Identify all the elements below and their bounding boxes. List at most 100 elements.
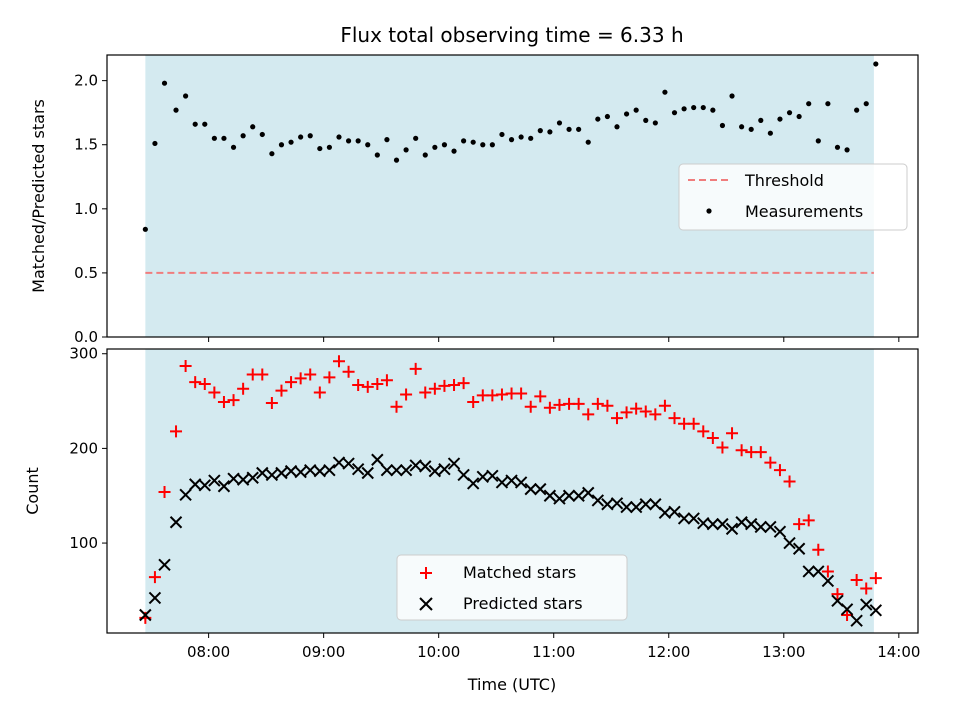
predicted-star-point [773, 525, 787, 538]
measurement-point [355, 138, 361, 144]
measurement-point [691, 104, 697, 111]
matched-star-point [869, 572, 882, 585]
legend-predicted-swatch [419, 597, 433, 611]
predicted-star-point [294, 465, 307, 479]
matched-star-point [802, 514, 815, 527]
matched-star-point [198, 378, 211, 391]
matched-star-point [467, 396, 480, 409]
measurement-point [595, 116, 601, 122]
measurement-point [317, 145, 323, 152]
predicted-star-point [629, 500, 643, 514]
predicted-star-point [572, 489, 585, 502]
predicted-star-point [687, 512, 700, 525]
x-axis-label: Time (UTC) [467, 675, 556, 694]
top-y-tick-label: 0.5 [74, 264, 98, 282]
top-ticks: 0.0 0.5 1.0 1.5 2.0 [74, 72, 900, 346]
predicted-star-point [821, 574, 835, 588]
predicted-star-point [754, 520, 767, 534]
bottom-y-tick-label: 200 [69, 439, 98, 457]
predicted-star-point [812, 565, 825, 578]
predicted-star-point [840, 603, 854, 616]
top-y-axis-label: Matched/Predicted stars [29, 99, 48, 293]
matched-star-point [323, 371, 336, 384]
matched-star-point [227, 394, 240, 407]
matched-star-point [773, 464, 786, 477]
x-tick-label: 14:00 [877, 643, 920, 661]
matched-star-point [304, 368, 317, 381]
matched-star-point [380, 374, 393, 387]
matched-star-point [419, 386, 432, 399]
predicted-star-point [639, 498, 652, 511]
predicted-star-point [236, 473, 250, 486]
matched-star-point [256, 368, 269, 381]
legend-matched-swatch [420, 567, 432, 579]
measurement-point [767, 130, 773, 136]
predicted-star-point [534, 482, 547, 496]
measurement-point [633, 107, 639, 113]
predicted-star-point [361, 466, 374, 480]
matched-star-point [217, 396, 230, 409]
predicted-star-point [217, 480, 231, 493]
predicted-star-point [860, 598, 873, 611]
matched-star-point [639, 405, 652, 418]
predicted-star-point [466, 477, 480, 490]
matched-star-point [237, 382, 250, 395]
measurement-point [786, 110, 793, 116]
predicted-star-point [208, 474, 221, 487]
measurement-point [288, 139, 294, 145]
matched-star-point [543, 401, 556, 414]
predicted-star-point [562, 489, 576, 502]
measurement-point [221, 135, 227, 141]
measurement-point [173, 107, 179, 113]
predicted-star-point [139, 608, 152, 622]
measurement-point [662, 89, 668, 95]
predicted-star-point [792, 542, 806, 555]
predicted-star-point [802, 565, 815, 578]
x-tick-label: 09:00 [302, 643, 345, 661]
predicted-star-point [275, 466, 288, 480]
predicted-star-point [486, 469, 499, 483]
legend-measurements-label: Measurements [745, 202, 863, 221]
measurement-point [834, 144, 841, 150]
predicted-star-point [390, 463, 403, 477]
matched-star-point [400, 388, 413, 401]
matched-star-point [687, 417, 700, 430]
measurement-point [576, 126, 582, 132]
predicted-star-point [869, 604, 883, 617]
legend-threshold-label: Threshold [744, 171, 824, 190]
measurement-point [614, 124, 620, 130]
matched-star-point [390, 400, 403, 413]
predicted-star-point [495, 476, 509, 489]
matched-star-point [601, 399, 614, 412]
measurement-point [710, 107, 716, 113]
measurement-point [671, 110, 678, 116]
predicted-star-point [524, 482, 537, 496]
measurement-point [825, 101, 831, 107]
matched-star-point [275, 384, 288, 397]
predicted-star-point [371, 453, 384, 466]
bottom-ticks: 100 200 300 08:00 09:00 10:00 11:00 12:00 13:00 1… [69, 345, 920, 661]
predicted-star-point [744, 517, 758, 531]
matched-star-point [697, 425, 710, 438]
matched-star-point [821, 565, 834, 578]
predicted-star-point [610, 497, 624, 510]
top-y-tick-label: 0.0 [74, 328, 98, 346]
matched-star-point [783, 475, 796, 488]
measurement-point [518, 134, 524, 140]
top-y-tick-label: 2.0 [74, 72, 98, 90]
measurement-point [384, 137, 390, 143]
top-panel: 0.00.51.01.52.0 Matched/Predicted stars … [29, 54, 919, 346]
predicted-star-point [179, 488, 192, 501]
predicted-star-point [438, 463, 451, 476]
legend-measurements-swatch [706, 208, 712, 214]
matched-star-point [649, 408, 662, 421]
measurement-point [161, 80, 168, 86]
measurement-point [528, 135, 534, 141]
measurement-point [259, 131, 265, 138]
top-legend: Threshold Measurements [678, 163, 908, 231]
matched-star-point [620, 406, 633, 419]
matched-star-point [265, 396, 278, 409]
bottom-panel: 100 200 300 08:00 09:00 10:00 11:00 12:00 13:00 1… [23, 345, 920, 694]
matched-star-point [158, 485, 171, 498]
